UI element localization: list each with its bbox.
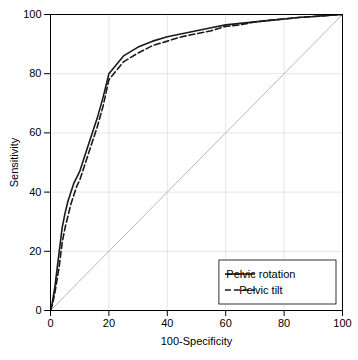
svg-text:40: 40 (29, 186, 41, 198)
svg-text:100-Specificity: 100-Specificity (161, 335, 233, 347)
svg-text:20: 20 (29, 245, 41, 257)
svg-text:Pelvic rotation: Pelvic rotation (226, 268, 295, 280)
svg-text:0: 0 (47, 317, 53, 329)
svg-text:0: 0 (35, 304, 41, 316)
svg-text:100: 100 (23, 8, 41, 20)
svg-text:Sensitivity: Sensitivity (8, 137, 20, 187)
svg-text:40: 40 (161, 317, 173, 329)
svg-text:80: 80 (29, 67, 41, 79)
svg-text:60: 60 (220, 317, 232, 329)
svg-text:100: 100 (333, 317, 351, 329)
svg-text:Pelvic tilt: Pelvic tilt (239, 284, 282, 296)
svg-text:80: 80 (278, 317, 290, 329)
svg-text:20: 20 (103, 317, 115, 329)
svg-text:60: 60 (29, 126, 41, 138)
